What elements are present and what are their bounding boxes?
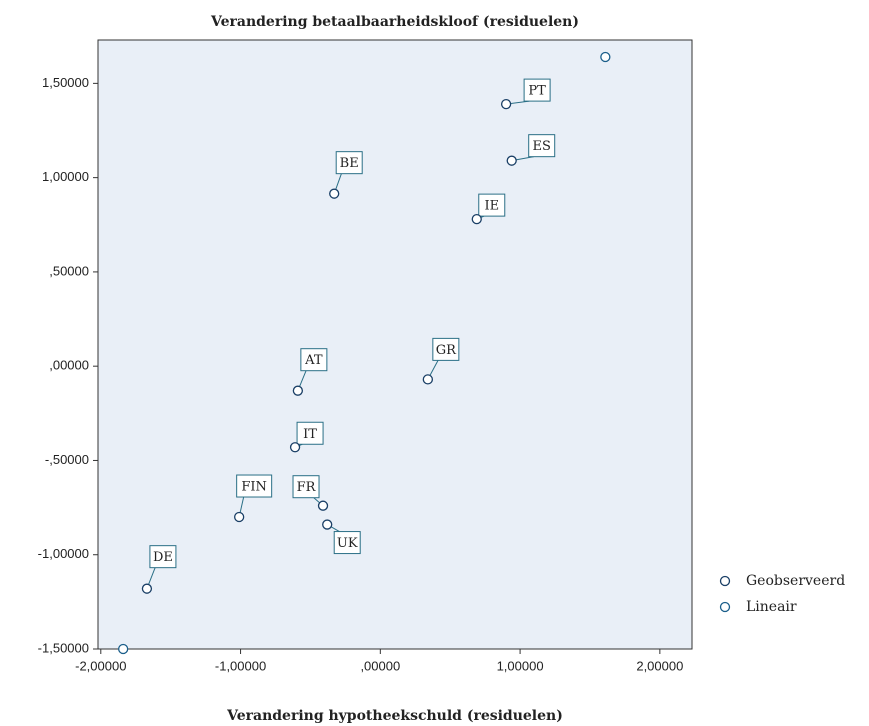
- label-box: [149, 545, 177, 569]
- marker: [234, 511, 245, 523]
- marker: [600, 51, 611, 63]
- marker: [422, 374, 433, 385]
- x-axis-label: Verandering hypotheekschuld (residuelen): [226, 708, 563, 724]
- marker: [322, 519, 333, 530]
- marker: [118, 643, 129, 655]
- point-label: IT: [303, 427, 317, 442]
- label-box: [236, 474, 273, 498]
- label-box: [523, 78, 551, 102]
- marker: [471, 213, 482, 225]
- legend-label: Lineair: [746, 599, 797, 615]
- x-tick-label: ,00000: [360, 658, 400, 673]
- marker: [289, 442, 301, 453]
- point-label: BE: [340, 156, 359, 171]
- y-tick-label: 1,00000: [42, 169, 89, 184]
- marker: [317, 500, 329, 511]
- point-label: DE: [153, 550, 173, 565]
- y-tick-label: -1,00000: [38, 546, 89, 561]
- label-box: [333, 531, 361, 555]
- y-tick-label: -,50000: [45, 452, 89, 467]
- point-label: AT: [304, 353, 323, 368]
- x-tick-label: -1,00000: [215, 658, 266, 673]
- label-box: [292, 475, 320, 499]
- legend-marker: [719, 575, 731, 587]
- marker: [292, 385, 304, 396]
- label-box: [528, 134, 556, 158]
- x-tick-label: 2,00000: [636, 658, 683, 673]
- y-tick-label: ,50000: [49, 263, 89, 278]
- point-label: ES: [533, 139, 551, 154]
- x-tick-label: 1,00000: [497, 658, 544, 673]
- plot-area: [97, 39, 693, 650]
- label-box: [478, 193, 506, 217]
- marker: [141, 583, 153, 594]
- point-label: GR: [436, 343, 457, 358]
- point-label: IE: [484, 199, 499, 214]
- label-box: [300, 348, 328, 372]
- label-box: [296, 421, 324, 445]
- y-tick-label: ,00000: [49, 358, 89, 373]
- point-label: FR: [297, 480, 317, 495]
- point-label: UK: [337, 536, 358, 551]
- chart-title: Verandering betaalbaarheidskloof (residu…: [210, 14, 579, 30]
- point-label: PT: [528, 84, 546, 99]
- legend-marker: [719, 601, 731, 613]
- y-tick-label: 1,50000: [42, 75, 89, 90]
- marker: [500, 98, 512, 110]
- label-box: [432, 337, 460, 361]
- legend-label: Geobserveerd: [746, 573, 845, 589]
- label-box: [335, 151, 363, 175]
- x-tick-label: -2,00000: [75, 658, 126, 673]
- y-tick-label: -1,50000: [38, 640, 89, 655]
- marker: [506, 155, 517, 166]
- point-label: FIN: [241, 480, 267, 495]
- marker: [329, 188, 340, 199]
